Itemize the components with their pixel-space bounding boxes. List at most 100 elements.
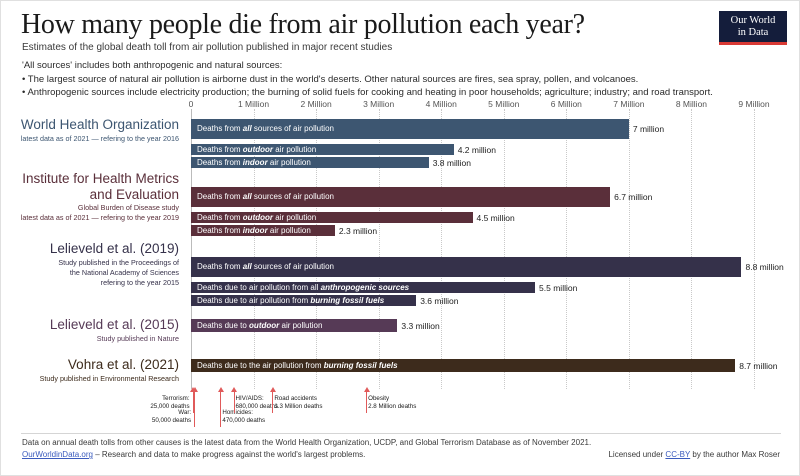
- bar-row: Deaths from all sources of air pollution…: [191, 119, 754, 139]
- bar-row: Deaths due to air pollution from burning…: [191, 295, 754, 306]
- marker-stem: [233, 391, 235, 413]
- license-post: by the author Max Roser: [690, 450, 780, 459]
- marker-label-line: Terrorism:: [162, 395, 190, 402]
- bar-row: Deaths from outdoor air pollution 4.5 mil…: [191, 212, 754, 223]
- gridline: [754, 109, 755, 389]
- bar-label: Deaths from all sources of air pollution: [197, 124, 334, 133]
- marker-label-line: 1.3 Million deaths: [274, 402, 323, 410]
- bar[interactable]: Deaths from all sources of air pollution: [191, 119, 629, 139]
- gridline: [253, 109, 255, 389]
- x-axis-tick-labels: 0 1 Million 2 Million 3 Million 4 Million 5 M…: [189, 99, 791, 111]
- bar-row: Deaths from all sources of air pollution…: [191, 187, 754, 207]
- group-label: Lelieveld et al. (2015) Study published i…: [1, 317, 186, 343]
- group-subline: latest data as of 2021 — refering to the…: [20, 133, 179, 143]
- x-axis-tick: 1 Million: [237, 99, 270, 109]
- gridline: [691, 109, 693, 389]
- marker-arrow-icon: [363, 387, 370, 392]
- group-subline: Study published in Environmental Researc…: [39, 373, 179, 383]
- x-axis-tick: 7 Million: [613, 99, 645, 109]
- license-pre: Licensed under: [608, 450, 666, 459]
- bar-value-label: 3.3 million: [401, 320, 440, 331]
- marker-label: Terrorism: 25,000 deaths: [150, 395, 189, 410]
- bar-value-label: 7 million: [632, 124, 665, 134]
- x-axis-tick: 8 Million: [675, 99, 708, 109]
- bar[interactable]: Deaths due to the air pollution from bur…: [191, 359, 736, 372]
- marker-label-line: 680,000 deaths: [235, 402, 279, 410]
- bar[interactable]: Deaths from indoor air pollution: [191, 157, 429, 168]
- marker-label-line: HIV/AIDS:: [235, 395, 264, 402]
- bar-value-label: 4.5 million: [476, 212, 515, 223]
- bar-value-label: 8.8 million: [745, 262, 784, 272]
- bar-label: Deaths from outdoor air pollution: [197, 213, 317, 222]
- footer-attribution: OurWorldinData.org – Research and data t…: [22, 450, 782, 459]
- marker-arrow-icon: [231, 387, 238, 392]
- gridline: [566, 109, 568, 389]
- x-axis-tick: 4 Million: [425, 99, 457, 109]
- marker-label: War: 50,000 deaths: [152, 409, 191, 424]
- bar-label: Deaths from all sources of air pollution: [197, 192, 334, 201]
- marker-arrow-icon: [217, 387, 224, 392]
- chart-note-line: • Anthropogenic sources include electric…: [22, 87, 713, 98]
- group-label: Institute for Health Metrics and Evaluat…: [1, 171, 186, 222]
- x-axis-tick: 2 Million: [300, 99, 332, 109]
- group-subline: refering to the year 2015: [100, 277, 179, 287]
- marker-label-line: 50,000 deaths: [151, 416, 192, 424]
- marker-arrow-icon: [269, 387, 276, 392]
- bar-label: Deaths from indoor air pollution: [197, 226, 311, 235]
- footer-source-note: Data on annual death tolls from other ca…: [22, 438, 592, 447]
- cc-by-link[interactable]: CC-BY: [665, 450, 691, 459]
- bar[interactable]: Deaths from outdoor air pollution: [191, 144, 454, 155]
- bar[interactable]: Deaths from outdoor air pollution: [191, 212, 473, 223]
- marker-label-line: Homicides:: [222, 409, 253, 416]
- gridline: [316, 109, 318, 389]
- group-name: Lelieveld et al. (2019): [49, 241, 179, 256]
- footer-tagline: – Research and data to make progress aga…: [93, 450, 366, 459]
- bar[interactable]: Deaths due to outdoor air pollution: [191, 319, 398, 332]
- group-subline: the National Academy of Sciences: [69, 267, 179, 277]
- gridline: [378, 109, 380, 389]
- chart-note-line: 'All sources' includes both anthropogeni…: [22, 60, 283, 71]
- group-label: Vohra et al. (2021) Study published in En…: [1, 357, 186, 383]
- marker-stem: [272, 391, 274, 413]
- logo-line-1: Our World: [730, 14, 776, 26]
- marker-label-line: War:: [178, 409, 192, 416]
- marker-label-line: Road accidents: [274, 395, 317, 402]
- chart-footer: Data on annual death tolls from other ca…: [22, 438, 782, 459]
- bar-row: Deaths due to the air pollution from bur…: [191, 359, 778, 372]
- bar-row: Deaths due to outdoor air pollution 3.3 m…: [191, 319, 754, 332]
- bar-row: Deaths from indoor air pollution 2.3 mill…: [191, 225, 754, 236]
- group-label: World Health Organization latest data as …: [1, 117, 186, 143]
- bar[interactable]: Deaths due to air pollution from all ant…: [191, 282, 536, 293]
- bar-value-label: 8.7 million: [739, 360, 778, 371]
- owid-link[interactable]: OurWorldinData.org: [22, 450, 93, 459]
- group-name: Institute for Health Metrics and Evaluat…: [22, 171, 179, 202]
- bar[interactable]: Deaths from all sources of air pollution: [191, 187, 611, 207]
- chart-plot-area: Deaths from all sources of air pollution…: [191, 109, 784, 389]
- marker-label-line: 25,000 deaths: [150, 402, 190, 410]
- marker-stem: [220, 391, 222, 427]
- logo-line-2: in Data: [737, 26, 769, 38]
- bar[interactable]: Deaths due to air pollution from burning…: [191, 295, 417, 306]
- bar-value-label: 2.3 million: [338, 225, 378, 236]
- group-label: Lelieveld et al. (2019) Study published i…: [1, 241, 186, 287]
- group-subline: Study published in the Proceedings of: [58, 257, 179, 267]
- x-axis-tick: 5 Million: [488, 99, 520, 109]
- bar-value-label: 3.8 million: [432, 157, 471, 168]
- group-name: Vohra et al. (2021): [67, 357, 179, 372]
- marker-label: Obesity 2.8 Million deaths: [368, 395, 416, 410]
- bar-value-label: 4.2 million: [457, 144, 496, 155]
- bar-label: Deaths due to air pollution from burning…: [197, 296, 385, 305]
- gridline: [191, 109, 192, 389]
- bar-label: Deaths due to the air pollution from bur…: [197, 361, 398, 370]
- marker-label-line: 2.8 Million deaths: [368, 402, 417, 410]
- bar[interactable]: Deaths from all sources of air pollution: [191, 257, 742, 277]
- marker-label-line: 470,000 deaths: [222, 416, 266, 424]
- gridline: [628, 109, 630, 389]
- group-subline: Global Burden of Disease study: [77, 203, 179, 212]
- marker-label-line: Obesity: [368, 395, 390, 402]
- gridline: [503, 109, 505, 389]
- x-axis-tick: 6 Million: [550, 99, 582, 109]
- bar-value-label: 6.7 million: [614, 192, 653, 202]
- our-world-in-data-logo[interactable]: Our World in Data: [719, 11, 787, 45]
- bar[interactable]: Deaths from indoor air pollution: [191, 225, 335, 236]
